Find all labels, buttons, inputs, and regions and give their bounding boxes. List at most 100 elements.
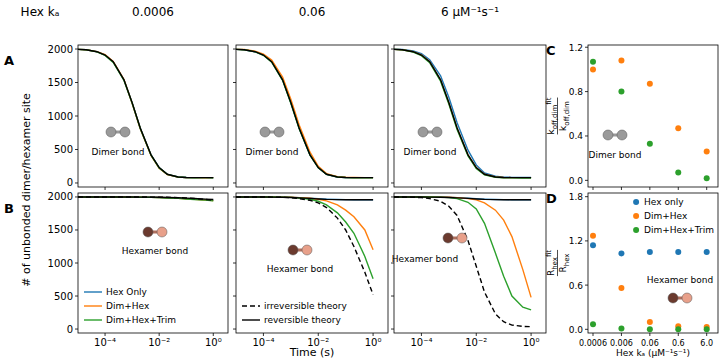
plot-background: [236, 193, 388, 333]
y-tick: [233, 229, 236, 230]
data-point: [618, 58, 624, 64]
data-point: [647, 326, 653, 332]
legend-swatch: [84, 291, 102, 292]
y-tick: [233, 49, 236, 50]
plot-area: [394, 49, 531, 178]
x-tick-label: 10⁰: [365, 337, 382, 348]
series-line: [236, 49, 373, 177]
series-line: [78, 49, 213, 177]
y-label-numerator: koff,dimfit: [545, 97, 559, 134]
x-tick-label: 10⁻²: [465, 337, 487, 348]
plot-frame: [236, 193, 388, 333]
legend-label: Dim+Hex+Trim: [106, 315, 176, 325]
y-tick-label: 1000: [48, 258, 73, 269]
data-point: [590, 233, 596, 239]
series-line: [394, 197, 531, 297]
column-title: 6 μM⁻¹s⁻¹: [441, 5, 499, 19]
bond-bead: [418, 127, 428, 137]
annotation: Hexamer bond: [647, 275, 714, 285]
y-tick: [75, 116, 78, 117]
bond-bead: [288, 245, 298, 255]
y-label-sub: hex: [563, 253, 571, 266]
legend-label: irreversible theory: [264, 301, 347, 311]
data-point: [647, 319, 653, 325]
x-tick: [318, 333, 319, 336]
x-tick: [263, 187, 264, 190]
x-tick: [531, 187, 532, 190]
legend-label: Dim+Hex: [644, 211, 688, 221]
y-tick: [75, 263, 78, 264]
x-tick: [159, 333, 160, 336]
plot-area: [78, 49, 213, 177]
legend-swatch: [633, 213, 639, 219]
plot-background: [78, 193, 228, 333]
legend-swatch: [84, 305, 102, 306]
plot-frame: [78, 45, 228, 187]
x-tick: [593, 187, 594, 190]
plot-frame: [588, 45, 718, 187]
y-tick: [233, 116, 236, 117]
series-line: [236, 49, 373, 177]
x-tick: [706, 333, 707, 336]
bond-bead: [106, 127, 116, 137]
y-tick: [391, 182, 394, 183]
data-point: [704, 249, 710, 255]
series-line: [78, 197, 213, 201]
x-tick-label: 0.006: [610, 339, 633, 348]
x-tick-label: 10⁻⁴: [94, 337, 116, 348]
series-line: [394, 197, 531, 200]
y-tick-label: 500: [54, 291, 73, 302]
x-tick-label: 10⁰: [205, 337, 222, 348]
x-tick: [649, 187, 650, 190]
y-tick: [391, 49, 394, 50]
x-tick: [421, 333, 422, 336]
x-tick: [476, 333, 477, 336]
y-tick: [233, 296, 236, 297]
bond-bead: [432, 127, 442, 137]
x-tick: [476, 187, 477, 190]
bond-bead: [143, 227, 153, 237]
bond-icon: [668, 293, 692, 303]
annotation: Hexamer bond: [122, 246, 189, 256]
y-tick-label: 1500: [48, 77, 73, 88]
plot-background: [588, 193, 718, 333]
y-tick-label: 1500: [48, 224, 73, 235]
x-tick: [213, 333, 214, 336]
panel-label: A: [4, 53, 14, 68]
data-point: [590, 321, 596, 327]
legend: irreversible theoryreversible theory: [242, 301, 347, 325]
legend-label: Dim+Hex: [106, 301, 150, 311]
plot-background: [394, 45, 546, 187]
data-point: [704, 149, 710, 155]
y-tick-label: 0.6: [569, 281, 584, 291]
bond-bead: [603, 130, 613, 140]
y-tick-label: 500: [54, 144, 73, 155]
y-tick: [585, 135, 588, 136]
data-point: [675, 326, 681, 332]
y-tick: [585, 329, 588, 330]
plot-background: [78, 45, 228, 187]
x-tick: [531, 333, 532, 336]
series-line: [394, 197, 531, 200]
y-tick-label: 1000: [48, 111, 73, 122]
bond-bead: [302, 245, 312, 255]
legend-swatch: [84, 319, 102, 320]
data-point: [704, 326, 710, 332]
series-line: [78, 197, 213, 201]
bond-bead: [682, 293, 692, 303]
x-tick: [678, 333, 679, 336]
y-tick-label: 0: [67, 177, 73, 188]
annotation: Dimer bond: [404, 147, 457, 157]
y-tick: [233, 329, 236, 330]
plot-area: [236, 49, 373, 177]
data-point: [590, 59, 596, 65]
series-line: [78, 197, 213, 200]
x-tick-label: 0.6: [672, 339, 685, 348]
y-tick-label: 2000: [48, 191, 73, 202]
annotation: Dimer bond: [246, 147, 299, 157]
data-point: [675, 249, 681, 255]
plot-background: [236, 45, 388, 187]
x-tick: [105, 187, 106, 190]
annotation: Hexamer bond: [392, 254, 459, 264]
plot-area: [590, 58, 710, 182]
